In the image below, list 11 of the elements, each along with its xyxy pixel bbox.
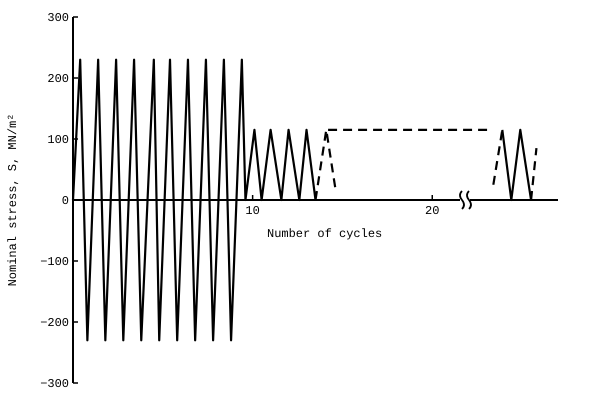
- y-tick-label: 300: [47, 11, 69, 26]
- y-tick-label: 200: [47, 72, 69, 86]
- y-tick-label: 100: [47, 133, 69, 148]
- y-axis-title: Nominal stress, S, MN/m²: [6, 114, 20, 286]
- y-tick-label: −100: [40, 255, 69, 270]
- y-tick-label: −300: [40, 377, 69, 392]
- x-tick-label: 20: [425, 204, 440, 218]
- x-axis-title: Number of cycles: [267, 227, 382, 241]
- y-tick-label: 0: [62, 194, 69, 208]
- y-tick-label: −200: [40, 316, 69, 330]
- x-tick-label: 10: [245, 204, 260, 218]
